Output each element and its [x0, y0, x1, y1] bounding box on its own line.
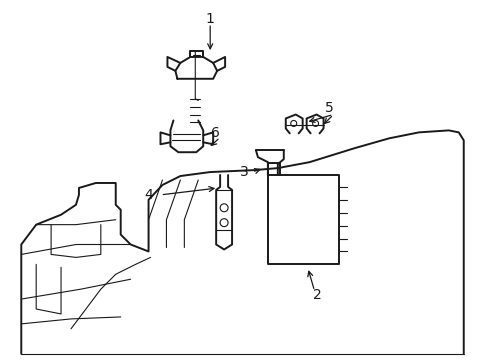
- Text: 3: 3: [239, 165, 248, 179]
- Text: 1: 1: [205, 12, 214, 26]
- Text: 5: 5: [325, 100, 333, 114]
- Text: 6: 6: [210, 126, 219, 140]
- Text: 4: 4: [144, 188, 153, 202]
- Text: 2: 2: [313, 288, 321, 302]
